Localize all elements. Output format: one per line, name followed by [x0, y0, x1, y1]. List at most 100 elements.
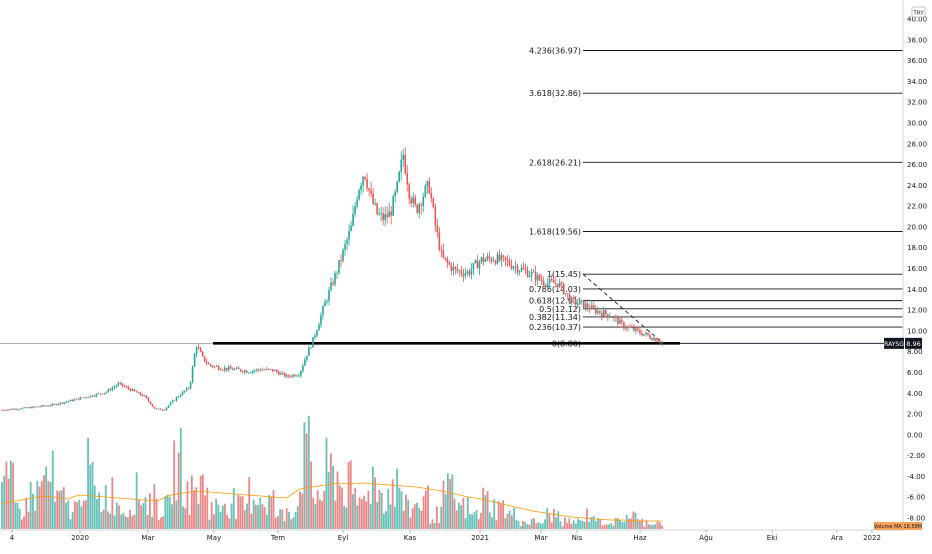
- y-tick-label: 32.00: [907, 99, 927, 107]
- volume-bar: [248, 476, 251, 529]
- candle-body: [328, 290, 330, 301]
- volume-bar: [186, 481, 189, 529]
- candle-body: [661, 341, 663, 343]
- candle-body: [55, 404, 57, 405]
- candle-body: [324, 302, 326, 307]
- badges: RAYSG 8.96 TRY Volume MA 18.58M: [874, 6, 926, 530]
- axes: -8.00 -6.00 -4.00 -2.00 0.00 2.00 4.00 6.00 8.00…: [0, 0, 927, 542]
- volume-bar: [435, 506, 438, 529]
- candle-body: [514, 266, 517, 268]
- candle-body: [25, 407, 27, 409]
- volume-bar: [237, 494, 240, 529]
- volume-bar: [131, 516, 134, 529]
- volume-bar: [124, 516, 127, 529]
- volume-bar: [296, 506, 299, 529]
- candle-body: [580, 300, 583, 302]
- candle-body: [187, 388, 190, 390]
- candle-body: [556, 283, 559, 287]
- volume-bar: [588, 522, 591, 529]
- candle-body: [211, 365, 214, 367]
- candle-body: [249, 372, 252, 374]
- volume-bar: [563, 517, 566, 529]
- candle-body: [5, 410, 7, 411]
- volume-bar: [482, 487, 485, 529]
- volume-bar: [371, 466, 374, 529]
- candle-body: [362, 176, 364, 186]
- volume-bar: [9, 460, 12, 529]
- volume-bar: [20, 519, 23, 529]
- volume-bar: [623, 521, 626, 529]
- candle-body: [312, 337, 314, 348]
- volume-bar: [168, 496, 171, 529]
- volume-bar: [352, 493, 354, 529]
- volume-bar: [1, 482, 3, 529]
- volume-bar: [575, 523, 577, 529]
- volume-bar: [38, 486, 41, 529]
- candle-body: [251, 370, 254, 373]
- candle-body: [590, 305, 593, 310]
- candle-body: [235, 367, 238, 369]
- volume-bar: [601, 525, 604, 529]
- candle-body: [562, 283, 565, 295]
- volume-bar: [446, 473, 449, 529]
- candle-body: [510, 265, 513, 269]
- volume-bar: [486, 491, 489, 529]
- candle-body: [426, 181, 429, 186]
- volume-bar: [495, 520, 498, 529]
- volume-bar: [442, 480, 445, 529]
- volume-bar: [316, 490, 319, 529]
- candle-body: [97, 393, 100, 395]
- candle-body: [284, 373, 286, 377]
- candle-body: [135, 391, 138, 393]
- candle-body: [151, 404, 154, 407]
- candle-body: [623, 322, 625, 329]
- volume-bar: [440, 506, 443, 529]
- candle-body: [619, 319, 621, 325]
- candle-body: [161, 409, 164, 411]
- candle-body: [594, 307, 597, 314]
- candle-body: [213, 366, 216, 368]
- candle-body: [414, 197, 417, 205]
- candle-body: [117, 383, 120, 386]
- volume-bar: [504, 518, 507, 529]
- candle-body: [35, 406, 37, 408]
- candle-body: [470, 269, 473, 275]
- volume-bar: [519, 526, 522, 529]
- volume-bar: [252, 499, 255, 529]
- candle-body: [546, 283, 549, 288]
- volume-bar: [385, 511, 387, 529]
- volume-bar: [155, 498, 158, 529]
- volume-bar: [285, 508, 288, 529]
- volume-bar: [528, 524, 531, 529]
- y-tick-label: 22.00: [907, 203, 927, 211]
- candle-body: [153, 406, 156, 409]
- volume-bar: [524, 522, 527, 529]
- candle-body: [99, 393, 102, 395]
- volume-bar: [265, 514, 268, 529]
- candle-body: [185, 388, 188, 391]
- candle-body: [508, 260, 511, 266]
- volume-bar: [137, 499, 140, 529]
- volume-bar: [464, 518, 467, 529]
- candle-body: [171, 400, 174, 403]
- candle-body: [21, 407, 23, 409]
- volume-bar: [561, 526, 564, 529]
- volume-bar: [471, 514, 474, 529]
- candle-body: [603, 310, 605, 317]
- volume-bar: [586, 508, 588, 529]
- candle-body: [528, 275, 531, 277]
- candle-body: [270, 369, 272, 370]
- candle-body: [310, 347, 312, 349]
- candle-body: [376, 203, 378, 215]
- volume-bar: [54, 501, 56, 529]
- volume-bar: [557, 511, 560, 529]
- candle-body: [326, 300, 328, 303]
- y-tick-label: 30.00: [907, 119, 927, 127]
- candle-body: [394, 191, 396, 197]
- candle-body: [177, 396, 180, 398]
- candle-body: [109, 389, 112, 391]
- candle-body: [601, 312, 603, 317]
- y-tick-label: -8.00: [907, 515, 925, 523]
